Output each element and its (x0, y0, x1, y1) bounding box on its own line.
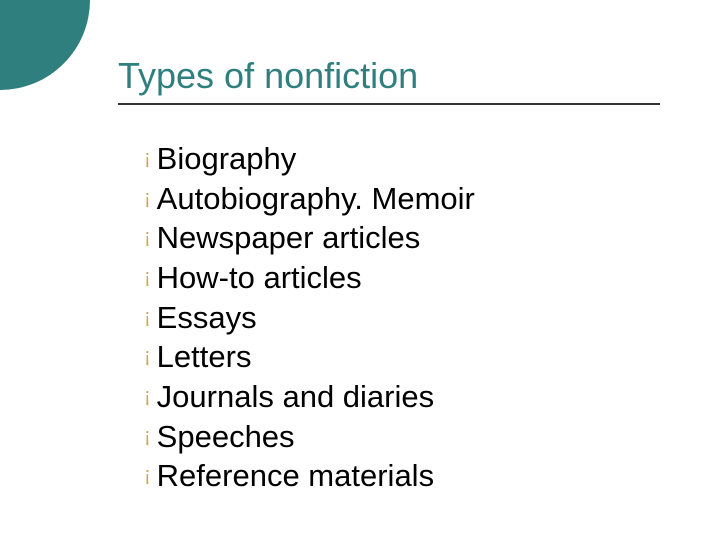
bullet-icon: ¡ (144, 225, 151, 251)
bullet-icon: ¡ (144, 305, 151, 331)
list-item-text: Essays (157, 300, 257, 335)
list-item: ¡Biography (144, 139, 720, 179)
list-item-text: Biography (157, 141, 297, 176)
list-item-text: Journals and diaries (157, 379, 434, 414)
title-underline (118, 103, 660, 105)
list-item-text: Speeches (157, 419, 295, 454)
bullet-icon: ¡ (144, 384, 151, 410)
bullet-list: ¡Biography ¡Autobiography. Memoir ¡Newsp… (118, 139, 720, 496)
list-item-text: How-to articles (157, 260, 362, 295)
bullet-icon: ¡ (144, 186, 151, 212)
list-item-text: Autobiography. Memoir (157, 181, 475, 216)
list-item: ¡Essays (144, 298, 720, 338)
list-item-text: Newspaper articles (157, 220, 421, 255)
bullet-icon: ¡ (144, 146, 151, 172)
list-item: ¡Speeches (144, 417, 720, 457)
list-item: ¡Letters (144, 337, 720, 377)
list-item-text: Letters (157, 339, 252, 374)
list-item: ¡Reference materials (144, 456, 720, 496)
list-item: ¡How-to articles (144, 258, 720, 298)
list-item-text: Reference materials (157, 458, 434, 493)
list-item: ¡Newspaper articles (144, 218, 720, 258)
bullet-icon: ¡ (144, 463, 151, 489)
slide-title: Types of nonfiction (118, 55, 720, 97)
list-item: ¡Journals and diaries (144, 377, 720, 417)
slide-content: Types of nonfiction ¡Biography ¡Autobiog… (0, 0, 720, 496)
bullet-icon: ¡ (144, 424, 151, 450)
list-item: ¡Autobiography. Memoir (144, 179, 720, 219)
bullet-icon: ¡ (144, 344, 151, 370)
bullet-icon: ¡ (144, 265, 151, 291)
